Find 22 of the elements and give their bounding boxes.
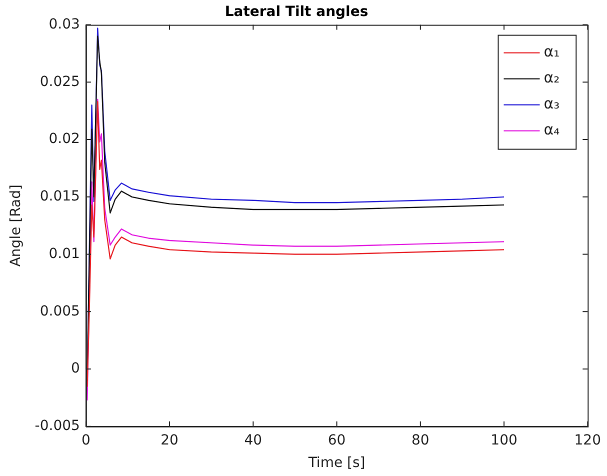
chart-title: Lateral Tilt angles [224,4,368,20]
legend-label: α₂ [544,68,560,87]
x-tick-label: 80 [411,432,430,448]
y-tick-label: 0.03 [48,16,80,32]
x-tick-label: 20 [160,432,178,448]
x-tick-label: 40 [244,432,262,448]
y-tick-label: 0.005 [40,303,80,320]
y-tick-label: -0.005 [34,418,80,434]
legend-label: α₃ [544,94,560,113]
x-axis-title: Time [s] [307,455,366,472]
y-tick-label: 0 [71,360,80,377]
x-tick-label: 100 [490,432,518,448]
x-tick-label: 0 [81,432,90,448]
legend-label: α₄ [544,120,560,139]
y-tick-label: 0.025 [40,74,80,90]
x-tick-label: 120 [574,432,602,448]
x-tick-label: 60 [328,432,346,448]
y-tick-label: 0.01 [48,246,80,262]
y-tick-label: 0.02 [48,131,80,148]
y-tick-label: 0.015 [40,188,80,205]
legend-label: α₁ [544,42,560,61]
y-axis-title: Angle [Rad] [8,184,24,267]
